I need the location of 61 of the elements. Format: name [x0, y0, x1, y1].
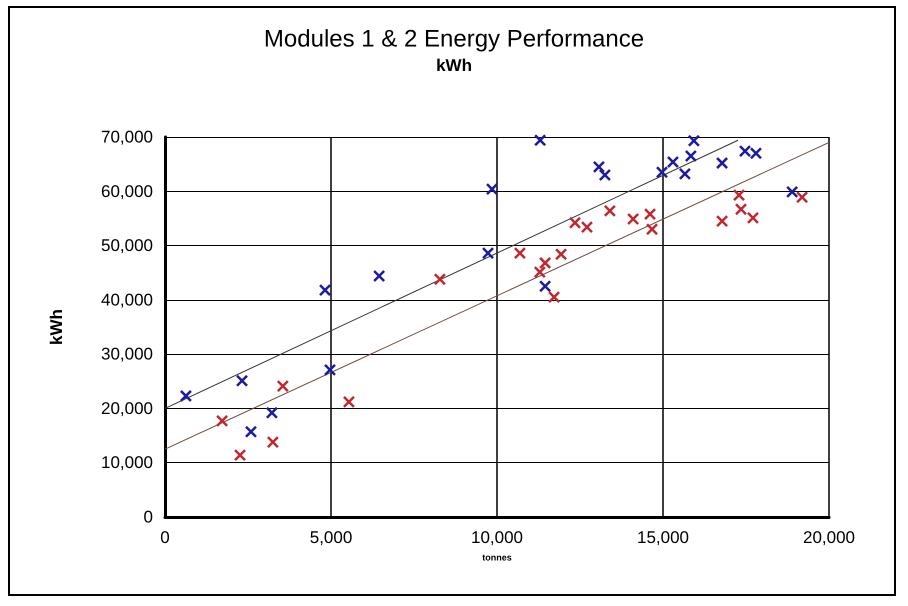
point — [324, 364, 336, 376]
point — [548, 290, 560, 304]
y-tick-label: 0 — [144, 508, 153, 526]
x-axis-title: tonnes — [482, 552, 512, 562]
y-tick-label: 10,000 — [101, 453, 153, 472]
y-tick-label: 20,000 — [101, 398, 153, 418]
point — [568, 216, 582, 230]
point — [534, 266, 546, 278]
point — [276, 380, 290, 392]
point — [216, 414, 228, 428]
point — [372, 270, 386, 282]
point — [244, 426, 258, 438]
point — [266, 436, 280, 448]
y-tick-label: 50,000 — [101, 236, 153, 256]
point — [678, 168, 692, 180]
x-tick-label: 15,000 — [637, 528, 689, 547]
point — [538, 280, 552, 293]
x-tick-label: 0 — [160, 528, 170, 547]
x-tick-label: 5,000 — [310, 528, 352, 547]
x-tick-label: 10,000 — [471, 528, 523, 547]
point — [598, 168, 612, 182]
point — [580, 220, 594, 234]
y-tick-label: 70,000 — [101, 128, 153, 146]
point — [592, 160, 606, 174]
point — [482, 246, 494, 260]
point — [732, 188, 746, 202]
point — [716, 214, 728, 228]
x-tick-label: 20,000 — [803, 528, 855, 547]
point — [746, 212, 760, 224]
y-axis-title: kWh — [47, 309, 66, 345]
point — [266, 406, 278, 420]
point — [538, 256, 552, 270]
chart-title: Modules 1 & 2 Energy Performance — [264, 26, 644, 52]
point — [604, 204, 616, 218]
point — [644, 208, 656, 220]
y-tick-label: 40,000 — [101, 290, 153, 310]
y-tick-label: 60,000 — [101, 182, 153, 201]
point — [534, 134, 546, 147]
point — [750, 147, 762, 160]
point — [688, 134, 700, 148]
point — [554, 248, 568, 261]
point — [434, 272, 446, 286]
point — [486, 182, 498, 196]
point — [514, 246, 526, 260]
point — [684, 150, 698, 162]
point — [318, 284, 332, 296]
point — [656, 166, 668, 179]
point — [786, 186, 798, 198]
point — [236, 374, 248, 387]
point — [626, 212, 640, 226]
point — [646, 223, 658, 236]
chart-subtitle: kWh — [436, 56, 472, 75]
point — [796, 191, 808, 204]
point — [738, 144, 752, 158]
y-tick-label: 30,000 — [101, 344, 153, 364]
point — [734, 202, 748, 216]
point — [180, 390, 192, 402]
point — [716, 156, 728, 170]
point — [234, 448, 246, 462]
point — [342, 396, 356, 408]
point — [666, 156, 680, 168]
